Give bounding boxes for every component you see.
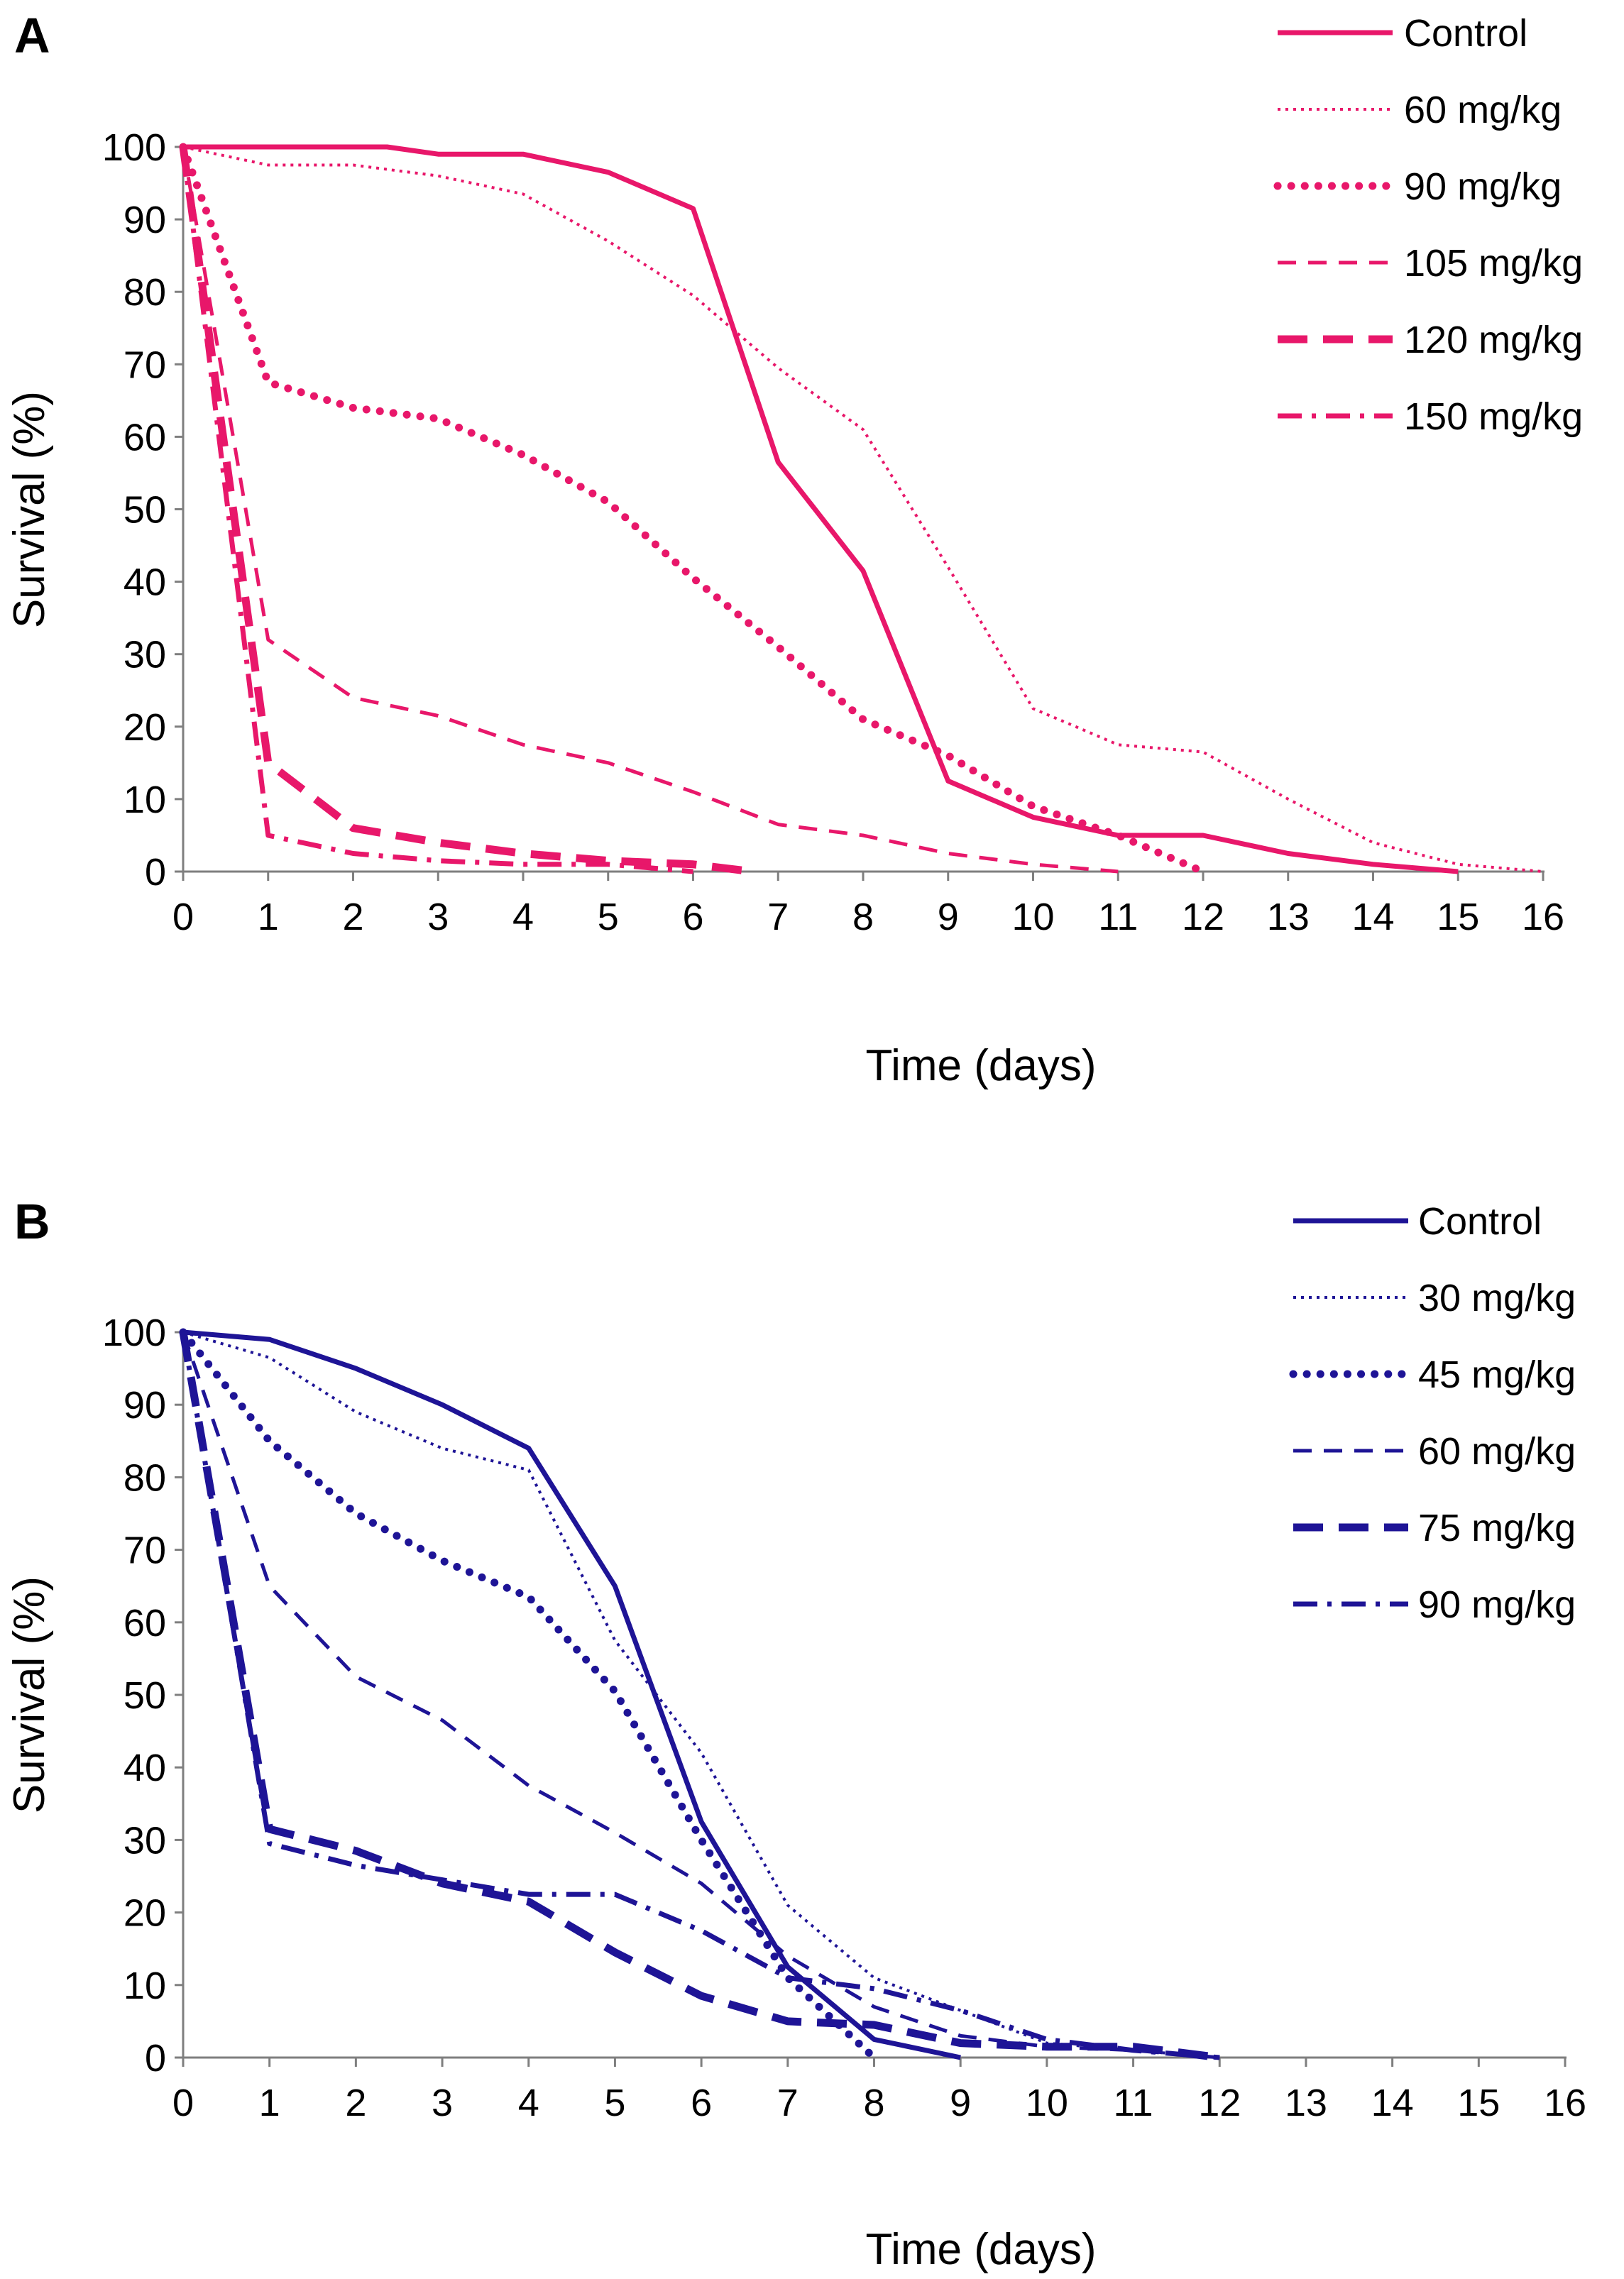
- x-tick-label: 4: [512, 896, 534, 938]
- panel-a: A Time (days) Survival (%) 0102030405060…: [5, 8, 1583, 1090]
- x-tick-label: 15: [1437, 896, 1479, 938]
- series-line-4: [179, 1331, 1220, 2062]
- panel-label: A: [14, 8, 50, 63]
- series-line-5: [180, 1331, 1220, 2060]
- y-tick-label: 100: [102, 1312, 166, 1354]
- x-tick-label: 11: [1098, 896, 1138, 938]
- y-tick-label: 10: [124, 1965, 166, 2007]
- y-tick-label: 60: [124, 1602, 166, 1644]
- y-tick-label: 50: [124, 489, 166, 532]
- x-tick-label: 10: [1011, 896, 1054, 938]
- x-tick-label: 13: [1267, 896, 1310, 938]
- y-tick-label: 100: [102, 126, 166, 169]
- series-line-4: [179, 146, 753, 876]
- y-tick-label: 0: [145, 2037, 166, 2080]
- x-tick-label: 0: [172, 2082, 194, 2124]
- series-group: [179, 143, 1544, 876]
- series-line-1: [182, 145, 1544, 873]
- x-tick-label: 15: [1457, 2082, 1500, 2124]
- x-tick-label: 3: [427, 896, 449, 938]
- panel-label: B: [14, 1194, 50, 1249]
- x-tick-label: 9: [938, 896, 959, 938]
- x-tick-label: 10: [1026, 2082, 1068, 2124]
- y-tick-label: 80: [124, 271, 166, 314]
- series-line-1: [182, 1331, 1220, 2059]
- y-axis-title: Survival (%): [5, 391, 54, 628]
- legend-label: 30 mg/kg: [1418, 1277, 1576, 1319]
- x-tick-label: 14: [1371, 2082, 1414, 2124]
- y-tick-label: 80: [124, 1456, 166, 1499]
- series-line-3: [181, 146, 1119, 874]
- legend: Control 30 mg/kg 45 mg/kg 60 mg/kg 75 mg/kg 9…: [1289, 1200, 1576, 1626]
- x-tick-label: 6: [691, 2082, 712, 2124]
- legend-label: Control: [1404, 12, 1527, 55]
- x-tick-label: 4: [518, 2082, 539, 2124]
- x-tick-label: 0: [172, 896, 194, 938]
- x-tick-label: 8: [852, 896, 874, 938]
- x-tick-label: 14: [1351, 896, 1394, 938]
- x-tick-label: 16: [1522, 896, 1564, 938]
- x-tick-label: 2: [342, 896, 363, 938]
- y-tick-label: 90: [124, 199, 166, 241]
- x-tick-label: 16: [1544, 2082, 1586, 2124]
- x-axis-title: Time (days): [866, 1041, 1097, 1090]
- y-tick-label: 20: [124, 1892, 166, 1935]
- legend-label: 60 mg/kg: [1404, 89, 1562, 131]
- series-line-2: [179, 1328, 878, 2062]
- x-tick-label: 3: [432, 2082, 453, 2124]
- y-tick-label: 20: [124, 706, 166, 749]
- legend-label: 60 mg/kg: [1418, 1430, 1576, 1473]
- series-line-3: [181, 1331, 1220, 2060]
- legend-label: 120 mg/kg: [1404, 319, 1583, 361]
- x-tick-label: 12: [1198, 2082, 1241, 2124]
- y-tick-label: 30: [124, 1819, 166, 1862]
- y-tick-label: 0: [145, 851, 166, 894]
- legend-label: Control: [1418, 1200, 1542, 1243]
- x-tick-label: 7: [767, 896, 789, 938]
- y-tick-label: 70: [124, 1530, 166, 1572]
- x-tick-label: 2: [345, 2082, 366, 2124]
- x-tick-label: 8: [863, 2082, 884, 2124]
- x-tick-label: 5: [598, 896, 619, 938]
- y-tick-label: 90: [124, 1384, 166, 1427]
- y-tick-label: 40: [124, 1747, 166, 1789]
- legend-label: 150 mg/kg: [1404, 395, 1583, 438]
- y-tick-label: 10: [124, 779, 166, 821]
- legend-label: 90 mg/kg: [1418, 1583, 1576, 1626]
- x-tick-label: 1: [259, 2082, 280, 2124]
- x-tick-label: 6: [682, 896, 703, 938]
- y-tick-label: 40: [124, 561, 166, 604]
- series-line-2: [179, 143, 1207, 876]
- x-tick-label: 11: [1114, 2082, 1153, 2124]
- legend: Control 60 mg/kg 90 mg/kg 105 mg/kg 120 mg/k…: [1273, 12, 1583, 438]
- y-tick-label: 30: [124, 634, 166, 676]
- y-tick-label: 50: [124, 1674, 166, 1717]
- x-axis-title: Time (days): [866, 2225, 1097, 2274]
- legend-label: 90 mg/kg: [1404, 165, 1562, 208]
- x-tick-label: 9: [950, 2082, 971, 2124]
- legend-label: 75 mg/kg: [1418, 1507, 1576, 1549]
- x-tick-label: 5: [604, 2082, 625, 2124]
- y-axis-title: Survival (%): [5, 1576, 54, 1813]
- panel-b: B Time (days) Survival (%) 0102030405060…: [5, 1194, 1586, 2274]
- x-tick-label: 12: [1182, 896, 1224, 938]
- series-line-0: [182, 1329, 961, 2060]
- series-group: [179, 1328, 1220, 2062]
- y-tick-label: 70: [124, 344, 166, 386]
- x-tick-label: 1: [258, 896, 279, 938]
- x-tick-label: 7: [777, 2082, 799, 2124]
- x-tick-label: 13: [1285, 2082, 1327, 2124]
- legend-label: 45 mg/kg: [1418, 1353, 1576, 1396]
- series-line-0: [183, 144, 1459, 874]
- series-line-5: [180, 146, 693, 874]
- legend-label: 105 mg/kg: [1404, 242, 1583, 285]
- y-tick-label: 60: [124, 416, 166, 458]
